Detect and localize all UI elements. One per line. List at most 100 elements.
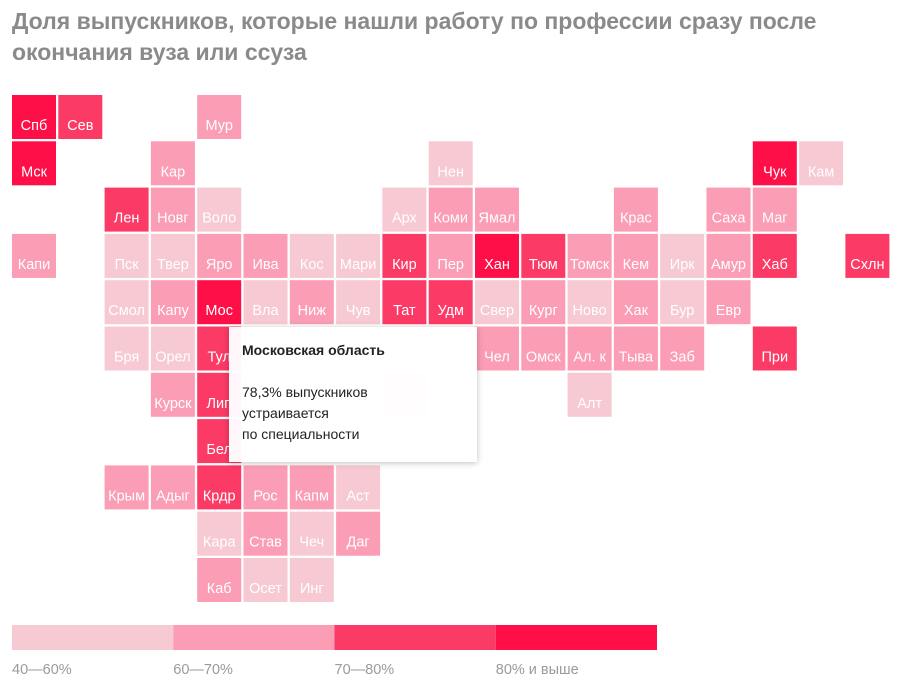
region-label: Капу (157, 303, 189, 319)
region-tile (104, 280, 149, 325)
region-label: Пер (437, 257, 464, 273)
region-tile (243, 233, 288, 278)
region-label: Курск (154, 396, 192, 412)
tooltip-title: Московская область (242, 342, 385, 358)
legend-swatch (173, 625, 335, 650)
region-label: Мари (340, 257, 376, 273)
region-tile (475, 326, 519, 371)
region-tile (382, 233, 427, 278)
region-label: Новг (157, 211, 189, 227)
region-tile (150, 465, 195, 510)
region-label: Саха (712, 211, 747, 227)
region-tile (382, 187, 427, 232)
region-tile (289, 558, 334, 602)
region-label: Свер (480, 303, 514, 319)
region-label: Тюм (529, 257, 558, 273)
region-label: Вла (252, 303, 279, 319)
region-tile (428, 233, 473, 278)
legend-label: 70—80% (335, 662, 395, 678)
region-label: Алт (577, 396, 602, 412)
region-label: Чув (346, 303, 371, 319)
region-tile (521, 280, 566, 325)
region-tile (706, 233, 751, 278)
region-label: Кам (808, 164, 834, 180)
region-label: Хак (624, 303, 649, 319)
region-label: Арх (392, 211, 418, 227)
region-label: Ирк (670, 257, 695, 273)
region-tile (289, 465, 334, 510)
region-tile (243, 465, 288, 510)
region-tile (660, 326, 705, 371)
region-label: Чеч (299, 535, 324, 551)
region-label: Кар (161, 164, 186, 180)
region-tile (104, 326, 149, 371)
region-tile (243, 511, 288, 556)
region-tile (150, 280, 195, 325)
region-label: При (762, 350, 789, 366)
region-label: Чук (763, 164, 787, 180)
region-label: Даг (347, 535, 370, 551)
region-tile (706, 280, 751, 325)
region-label: Спб (21, 118, 48, 134)
region-tile (613, 233, 658, 278)
region-tile (336, 465, 381, 510)
region-tile (660, 280, 705, 325)
region-tile (243, 558, 288, 602)
region-label: Лип (206, 396, 231, 412)
region-label: Схлн (850, 257, 884, 273)
region-tile (613, 326, 658, 371)
region-tile (289, 233, 334, 278)
region-label: Крым (108, 488, 145, 504)
region-label: Инг (300, 581, 324, 597)
region-label: Тыва (619, 350, 654, 366)
region-tile (150, 326, 195, 371)
region-tile (336, 280, 381, 325)
region-label: Смол (108, 303, 145, 319)
region-label: Бря (114, 350, 139, 366)
legend-label: 60—70% (173, 662, 233, 678)
region-tile (197, 465, 242, 510)
region-label: Крас (620, 211, 652, 227)
region-label: Аст (346, 488, 370, 504)
region-tile (336, 511, 381, 556)
region-label: Мск (21, 164, 47, 180)
region-label: Капи (18, 257, 50, 273)
region-label: Нен (437, 164, 464, 180)
region-label: Хан (484, 257, 510, 273)
region-label: Заб (670, 350, 695, 366)
region-tile (752, 141, 797, 186)
region-tile (104, 465, 149, 510)
region-label: Хаб (762, 257, 788, 273)
region-tile (197, 95, 242, 139)
region-tile (197, 558, 242, 602)
region-label: Кара (203, 535, 237, 551)
region-label: Бур (670, 303, 694, 319)
tooltip-line: 78,3% выпускников (242, 384, 368, 400)
region-label: Омск (526, 350, 561, 366)
region-label: Став (249, 535, 282, 551)
region-tile (567, 372, 612, 417)
region-label: Томск (570, 257, 610, 273)
region-tile (752, 233, 797, 278)
region-tile (706, 187, 751, 232)
legend-label: 40—60% (12, 662, 72, 678)
region-label: Ново (573, 303, 607, 319)
region-tile (243, 280, 288, 325)
region-label: Бел (206, 442, 232, 458)
region-label: Ива (252, 257, 279, 273)
legend-swatch (12, 625, 174, 650)
region-label: Адыг (156, 488, 190, 504)
region-label: Коми (433, 211, 468, 227)
region-tile (197, 233, 242, 278)
region-label: Воло (202, 211, 236, 227)
region-tile (150, 372, 195, 417)
region-label: Яро (206, 257, 233, 273)
region-label: Кос (300, 257, 324, 273)
region-label: Пск (115, 257, 140, 273)
region-tile (12, 141, 56, 186)
region-label: Ал. к (573, 350, 606, 366)
region-label: Удм (437, 303, 464, 319)
region-label: Тат (393, 303, 416, 319)
legend-label: 80% и выше (496, 662, 579, 678)
region-tile (289, 280, 334, 325)
